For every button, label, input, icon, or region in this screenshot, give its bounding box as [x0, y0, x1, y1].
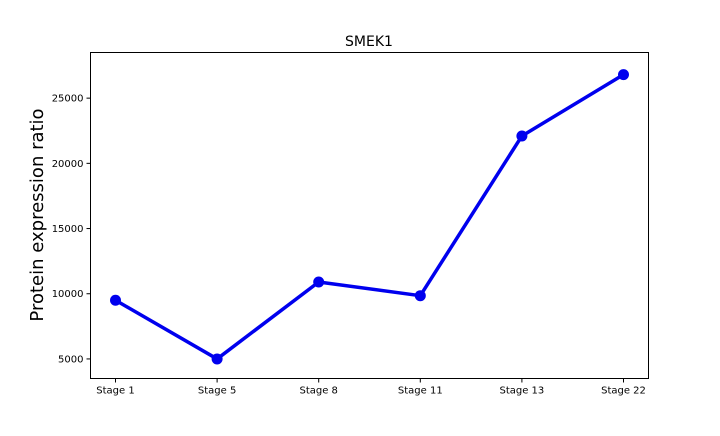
- x-axis: Stage 1 Stage 5 Stage 8 Stage 11 Stage 13 Sta…: [96, 378, 646, 397]
- chart-title: SMEK1: [345, 34, 393, 50]
- series-layer: [110, 69, 629, 365]
- data-point: [110, 294, 121, 306]
- x-tick-label: Stage 5: [198, 386, 236, 397]
- data-point: [516, 130, 528, 142]
- y-tick-label: 15000: [52, 224, 84, 235]
- x-tick-label: Stage 22: [601, 386, 646, 397]
- x-tick-label: Stage 11: [398, 386, 443, 397]
- y-axis-label: Protein expression ratio: [27, 108, 48, 321]
- y-tick-label: 20000: [52, 159, 84, 170]
- x-tick-label: Stage 8: [299, 386, 337, 397]
- x-tick-label: Stage 1: [96, 386, 134, 397]
- data-point: [414, 290, 426, 302]
- x-tick-label: Stage 13: [499, 386, 544, 397]
- plot-area-frame: [90, 52, 649, 379]
- y-tick-label: 25000: [52, 94, 84, 105]
- series-line: [113, 72, 626, 361]
- y-axis: 5000 10000 15000 20000 25000: [52, 94, 91, 365]
- data-point: [313, 276, 325, 288]
- data-point: [618, 69, 629, 81]
- data-point: [211, 353, 223, 365]
- y-tick-label: 5000: [58, 354, 83, 365]
- y-tick-label: 10000: [52, 289, 84, 300]
